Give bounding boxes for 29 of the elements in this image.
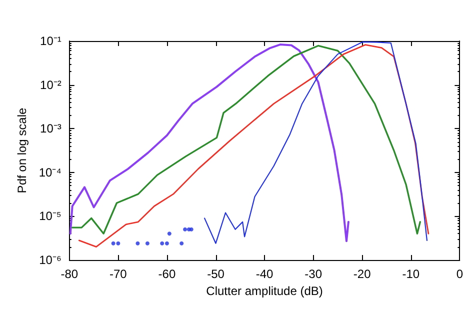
x-tick-label: -20 [353, 267, 372, 281]
line-series [69, 44, 350, 242]
y-tick-label: 10⁻³ [40, 122, 62, 136]
line-series [204, 41, 428, 244]
x-tick-label: -70 [110, 267, 128, 281]
y-tick-label: 10⁻⁶ [39, 253, 62, 267]
y-tick-label: 10⁻² [40, 78, 62, 92]
x-tick-label: -50 [207, 267, 225, 281]
point [167, 232, 172, 236]
point [145, 241, 150, 246]
point [183, 227, 188, 232]
point [116, 241, 120, 246]
y-tick-label: 10⁻⁵ [39, 209, 62, 224]
x-tick-label: 0 [456, 267, 464, 281]
point [180, 241, 184, 246]
point [189, 227, 194, 232]
x-tick-label: -30 [304, 267, 322, 281]
y-axis-title: Pdf on log scale [15, 107, 29, 194]
x-tick-label: -60 [158, 267, 176, 281]
x-tick-label: -40 [256, 267, 274, 281]
y-tick-label: 10⁻¹ [40, 34, 62, 48]
point [164, 241, 169, 246]
x-tick-label: -10 [402, 267, 420, 281]
point [136, 241, 140, 246]
point [111, 241, 116, 246]
x-tick-label: -80 [60, 267, 78, 281]
x-axis-title: Clutter amplitude (dB) [206, 284, 323, 298]
point [160, 241, 164, 246]
y-tick-label: 10⁻⁴ [38, 165, 62, 180]
